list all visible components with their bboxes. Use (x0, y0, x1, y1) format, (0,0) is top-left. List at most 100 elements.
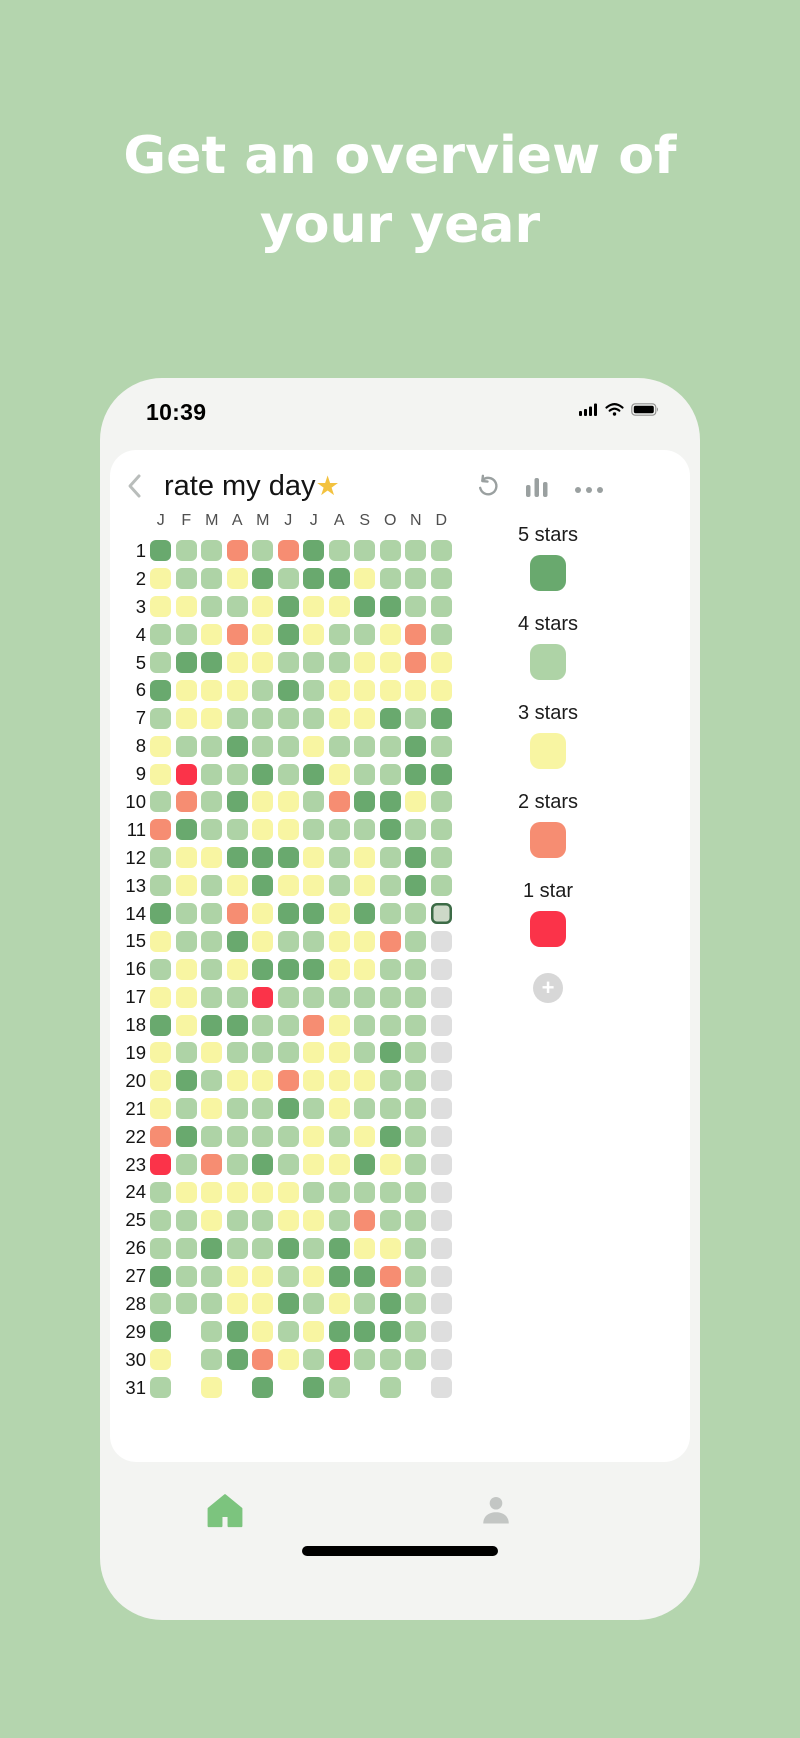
day-cell[interactable] (150, 568, 172, 590)
day-cell[interactable] (150, 1042, 172, 1064)
day-cell[interactable] (150, 652, 172, 673)
day-cell[interactable] (175, 1237, 197, 1259)
day-cell[interactable] (379, 1377, 401, 1399)
day-cell[interactable] (379, 819, 401, 841)
day-cell[interactable] (354, 903, 376, 925)
day-cell[interactable] (201, 540, 223, 562)
day-cell[interactable] (405, 1070, 427, 1092)
day-cell[interactable] (379, 568, 401, 590)
day-cell[interactable] (226, 875, 248, 897)
day-cell[interactable] (150, 1070, 172, 1092)
day-cell[interactable] (277, 1014, 299, 1036)
day-cell[interactable] (379, 930, 401, 952)
day-cell[interactable] (303, 707, 325, 729)
day-cell[interactable] (226, 1293, 248, 1315)
day-cell[interactable] (405, 624, 427, 646)
day-cell[interactable] (150, 986, 172, 1008)
day-cell[interactable] (328, 1293, 350, 1315)
day-cell[interactable] (430, 791, 452, 813)
day-cell[interactable] (277, 707, 299, 729)
day-cell[interactable] (226, 986, 248, 1008)
day-cell[interactable] (354, 1042, 376, 1064)
day-cell[interactable] (354, 652, 376, 673)
day-cell[interactable] (379, 1209, 401, 1231)
day-cell[interactable] (328, 1014, 350, 1036)
day-cell[interactable] (354, 1321, 376, 1343)
day-cell[interactable] (201, 624, 223, 646)
day-cell[interactable] (354, 1070, 376, 1092)
day-cell[interactable] (226, 958, 248, 980)
day-cell[interactable] (328, 568, 350, 590)
day-cell[interactable] (226, 735, 248, 757)
day-cell[interactable] (303, 986, 325, 1008)
day-cell[interactable] (354, 735, 376, 757)
day-cell[interactable] (405, 1098, 427, 1120)
day-cell[interactable] (430, 875, 452, 897)
day-cell[interactable] (328, 903, 350, 925)
day-cell[interactable] (226, 1126, 248, 1148)
day-cell[interactable] (226, 1181, 248, 1203)
day-cell[interactable] (252, 568, 274, 590)
day-cell[interactable] (252, 596, 274, 618)
day-cell[interactable] (303, 1042, 325, 1064)
day-cell[interactable] (405, 1126, 427, 1148)
day-cell[interactable] (150, 1181, 172, 1203)
day-cell[interactable] (201, 1098, 223, 1120)
day-cell[interactable] (201, 1042, 223, 1064)
day-cell[interactable] (379, 596, 401, 618)
day-cell[interactable] (328, 1265, 350, 1287)
day-cell[interactable] (405, 1321, 427, 1343)
day-cell[interactable] (354, 679, 376, 701)
day-cell[interactable] (175, 1265, 197, 1287)
day-cell[interactable] (226, 1042, 248, 1064)
day-cell[interactable] (354, 819, 376, 841)
day-cell[interactable] (379, 1154, 401, 1176)
day-cell[interactable] (277, 596, 299, 618)
day-cell[interactable] (175, 763, 197, 785)
bar-chart-icon[interactable] (524, 475, 550, 504)
day-cell[interactable] (175, 624, 197, 646)
day-cell[interactable] (226, 596, 248, 618)
day-cell[interactable] (379, 903, 401, 925)
day-cell[interactable] (303, 875, 325, 897)
day-cell[interactable] (201, 707, 223, 729)
day-cell[interactable] (150, 1098, 172, 1120)
day-cell[interactable] (175, 1293, 197, 1315)
day-cell[interactable] (226, 1098, 248, 1120)
day-cell[interactable] (277, 1265, 299, 1287)
day-cell[interactable] (150, 958, 172, 980)
day-cell[interactable] (226, 1154, 248, 1176)
day-cell[interactable] (303, 1014, 325, 1036)
day-cell[interactable] (201, 1070, 223, 1092)
day-cell[interactable] (150, 903, 172, 925)
day-cell[interactable] (252, 958, 274, 980)
day-cell[interactable] (175, 1126, 197, 1148)
day-cell[interactable] (379, 652, 401, 673)
day-cell[interactable] (175, 540, 197, 562)
day-cell[interactable] (405, 1209, 427, 1231)
day-cell[interactable] (405, 1349, 427, 1371)
day-cell[interactable] (328, 791, 350, 813)
day-cell[interactable] (201, 847, 223, 869)
day-cell[interactable] (303, 847, 325, 869)
day-cell[interactable] (405, 1014, 427, 1036)
day-cell[interactable] (150, 1237, 172, 1259)
day-cell[interactable] (226, 791, 248, 813)
day-cell[interactable] (252, 1070, 274, 1092)
day-cell[interactable] (303, 1181, 325, 1203)
day-cell[interactable] (328, 1377, 350, 1399)
day-cell[interactable] (379, 875, 401, 897)
day-cell[interactable] (175, 1098, 197, 1120)
day-cell[interactable] (328, 652, 350, 673)
day-cell[interactable] (150, 930, 172, 952)
day-cell[interactable] (201, 875, 223, 897)
day-cell-today[interactable] (430, 903, 452, 925)
day-cell[interactable] (277, 568, 299, 590)
day-cell[interactable] (354, 1349, 376, 1371)
day-cell[interactable] (328, 875, 350, 897)
day-cell[interactable] (150, 875, 172, 897)
day-cell[interactable] (201, 652, 223, 673)
day-cell[interactable] (405, 1042, 427, 1064)
day-cell[interactable] (303, 1209, 325, 1231)
day-cell[interactable] (405, 1181, 427, 1203)
